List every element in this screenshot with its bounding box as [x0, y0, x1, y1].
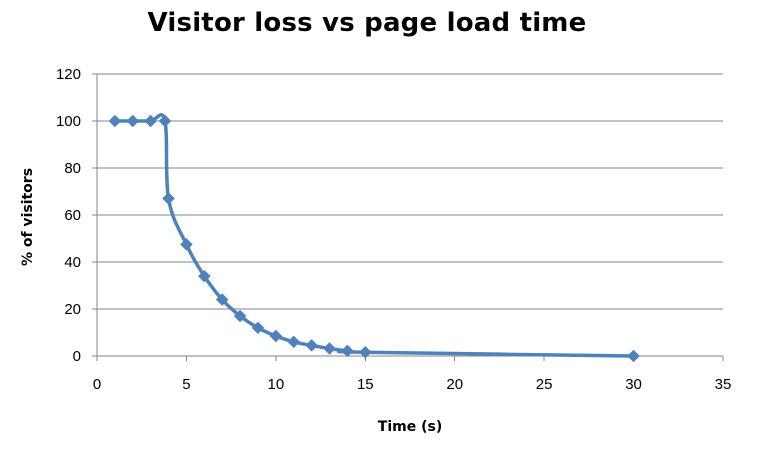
data-point-marker — [341, 344, 354, 358]
y-tick-label: 0 — [73, 348, 81, 365]
y-axis-label: % of visitors — [20, 168, 36, 266]
data-point-marker — [627, 349, 640, 363]
data-point-marker — [251, 321, 265, 335]
y-tick-label: 80 — [64, 160, 81, 177]
data-point-marker — [305, 339, 318, 352]
data-point-marker — [215, 293, 229, 306]
y-tick-label: 60 — [64, 207, 81, 224]
data-point-marker — [144, 114, 158, 128]
data-point-marker — [180, 238, 193, 251]
y-tick-label: 120 — [56, 66, 81, 83]
data-point-marker — [162, 192, 175, 205]
data-point-marker — [269, 329, 283, 343]
x-tick-label: 30 — [625, 376, 642, 393]
y-tick-label: 40 — [64, 254, 81, 271]
data-point-marker — [323, 342, 336, 355]
data-point-marker — [233, 309, 247, 323]
tick-labels: 0 20 40 60 80 100 120 0 5 10 15 20 25 30 35 — [56, 66, 731, 393]
x-tick-label: 15 — [357, 376, 374, 393]
data-point-marker — [197, 269, 211, 283]
data-point-marker — [158, 114, 172, 128]
y-tick-label: 20 — [64, 301, 81, 318]
data-point-marker — [126, 114, 140, 128]
data-point-marker — [287, 335, 301, 349]
gridlines — [92, 73, 724, 361]
data-point-marker — [108, 114, 122, 128]
x-tick-label: 10 — [268, 376, 285, 393]
data-point-marker — [358, 345, 372, 359]
x-tick-label: 35 — [715, 376, 732, 393]
x-tick-label: 20 — [446, 376, 463, 393]
chart-title: Visitor loss vs page load time — [147, 8, 587, 38]
y-tick-label: 100 — [56, 113, 81, 130]
series-line — [113, 113, 636, 358]
x-tick-label: 5 — [182, 376, 190, 393]
x-tick-label: 0 — [93, 376, 101, 393]
data-series — [108, 113, 640, 363]
x-axis-label: Time (s) — [378, 419, 442, 435]
x-tick-label: 25 — [536, 376, 553, 393]
